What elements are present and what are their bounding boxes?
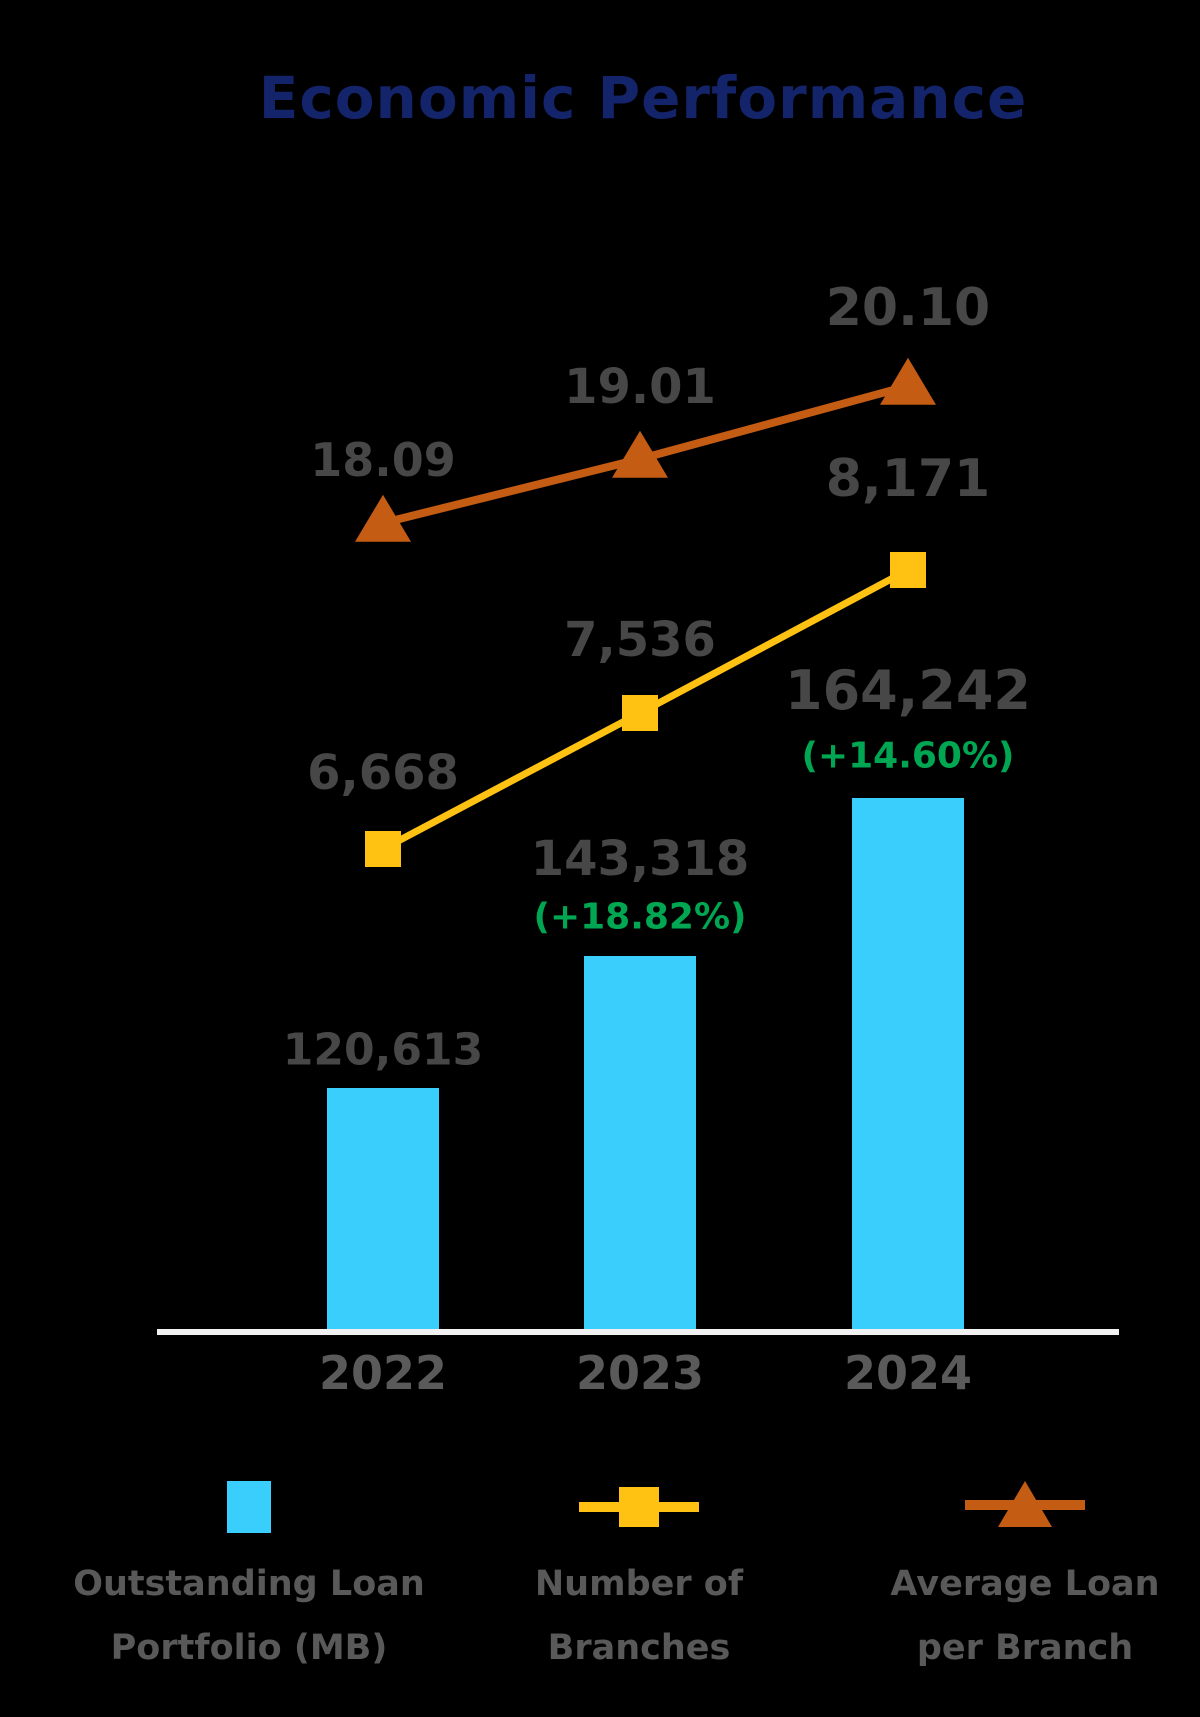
legend-label: per Branch [916,1628,1134,1668]
avg-loan-value-label-2022: 18.09 [310,433,456,487]
bar-growth-label-2024: (+14.60%) [801,736,1014,777]
x-axis-line [157,1329,1119,1335]
branches-value-label-2022: 6,668 [307,745,459,801]
line-triangle-swatch-icon [965,1481,1085,1527]
branches-marker-2023 [622,695,658,731]
bar-2022 [327,1088,439,1335]
legend-item-number-of-branches: Number of Branches [459,1462,819,1680]
legend-item-average-loan-per-branch: Average Loan per Branch [845,1462,1200,1680]
line-triangle-swatch-row [845,1462,1200,1552]
year-label-2023: 2023 [576,1346,704,1400]
legend-label: Branches [547,1628,731,1668]
page-title: Economic Performance [258,64,1028,132]
bar-2023 [584,956,696,1335]
avg-loan-marker-2022 [355,494,411,542]
avg-loan-marker-2024 [880,357,936,405]
line-square-swatch-row [459,1462,819,1552]
bar-value-label-2022: 120,613 [283,1024,483,1075]
legend-label: Number of [534,1564,744,1604]
bar-growth-label-2023: (+18.82%) [533,897,746,938]
year-label-2024: 2024 [844,1346,972,1400]
year-label-2022: 2022 [319,1346,447,1400]
bar-swatch-icon [227,1481,271,1533]
legend-label: Portfolio (MB) [110,1628,388,1668]
bar-value-label-2024: 164,242 [785,659,1031,722]
avg-loan-value-label-2023: 19.01 [564,359,716,415]
branches-marker-2024 [890,552,926,588]
legend-item-outstanding-loan: Outstanding Loan Portfolio (MB) [69,1462,429,1680]
bar-swatch-row [69,1462,429,1552]
bar-2024 [852,798,964,1335]
legend-label: Outstanding Loan [73,1564,425,1604]
avg-loan-marker-2023 [612,430,668,478]
branches-value-label-2023: 7,536 [564,612,716,668]
branches-value-label-2024: 8,171 [826,449,990,509]
legend-label: Average Loan [890,1564,1160,1604]
bar-value-label-2023: 143,318 [531,831,750,887]
line-square-swatch-icon [579,1487,699,1527]
branches-marker-2022 [365,831,401,867]
avg-loan-value-label-2024: 20.10 [826,278,990,338]
